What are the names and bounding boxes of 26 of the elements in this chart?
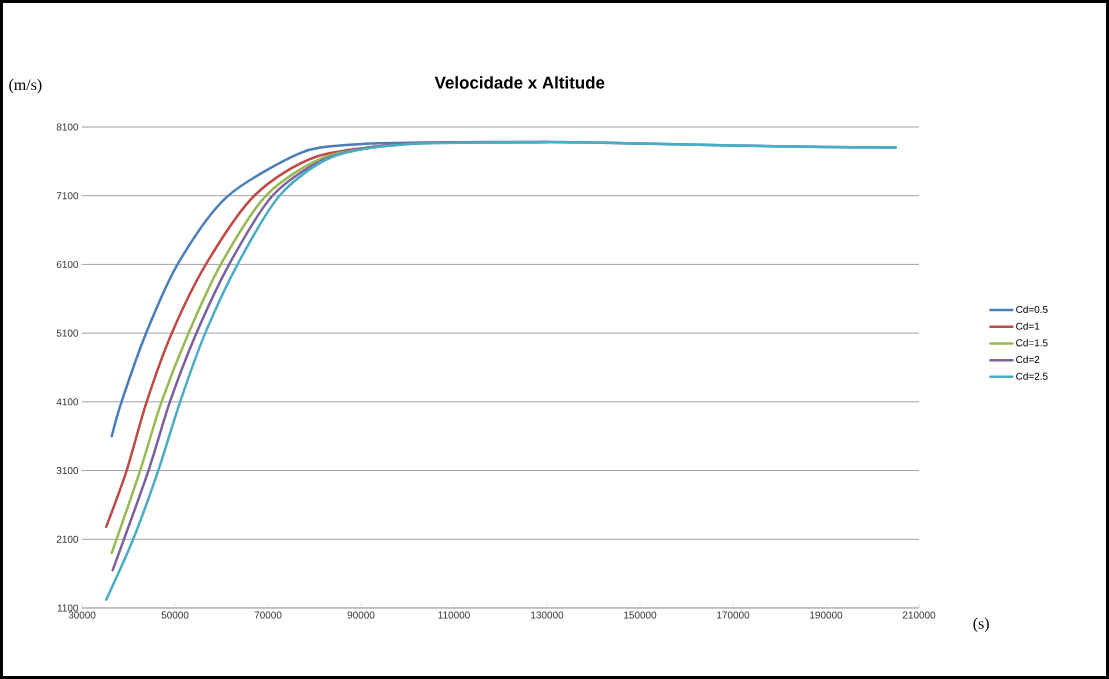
legend-label: Cd=1 — [1016, 322, 1040, 330]
y-tick-label: 5100 — [56, 329, 79, 337]
chart-title: Velocidade x Altitude — [434, 76, 605, 89]
y-tick-label: 1100 — [57, 604, 79, 612]
y-tick-label: 3100 — [56, 467, 79, 475]
x-tick-label: 30000 — [68, 611, 96, 619]
y-tick-label: 7100 — [56, 192, 79, 200]
legend-label: Cd=1.5 — [1016, 339, 1048, 347]
x-tick-label: 170000 — [717, 611, 750, 619]
legend-label: Cd=2.5 — [1016, 372, 1048, 380]
y-tick-label: 2100 — [56, 535, 79, 543]
x-axis-title: (s) — [973, 617, 989, 633]
x-tick-label: 130000 — [531, 611, 564, 619]
y-axis-title: (m/s) — [9, 78, 42, 94]
y-tick-label: 8100 — [56, 123, 79, 131]
x-tick-label: 110000 — [438, 611, 470, 619]
x-tick-label: 210000 — [902, 611, 936, 619]
y-tick-label: 4100 — [56, 398, 79, 406]
x-tick-label: 190000 — [810, 611, 843, 619]
x-tick-label: 150000 — [624, 611, 657, 619]
legend-label: Cd=0.5 — [1016, 305, 1048, 313]
x-tick-label: 50000 — [161, 611, 189, 619]
x-tick-label: 70000 — [254, 611, 282, 619]
y-tick-label: 6100 — [56, 260, 79, 268]
legend-label: Cd=2 — [1016, 355, 1040, 364]
x-tick-label: 90000 — [347, 611, 375, 619]
